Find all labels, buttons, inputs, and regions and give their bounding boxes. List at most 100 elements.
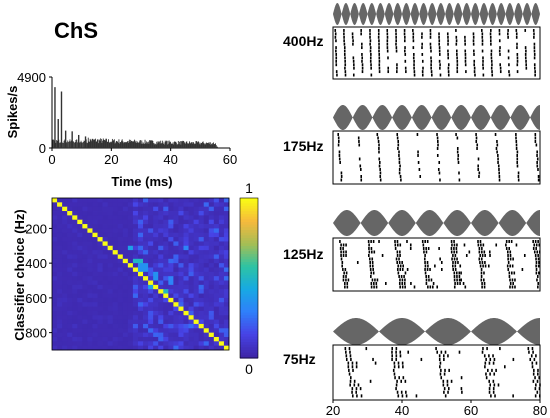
- matrix-cell: [127, 332, 134, 338]
- spike: [516, 42, 518, 46]
- matrix-cell: [163, 263, 169, 268]
- matrix-cell: [97, 332, 103, 338]
- spike: [459, 282, 461, 285]
- matrix-cell: [178, 267, 184, 273]
- spike: [498, 178, 501, 182]
- matrix-cell: [57, 284, 63, 290]
- matrix-cell: [203, 271, 210, 277]
- matrix-cell: [193, 302, 200, 307]
- matrix-cell: [82, 280, 88, 286]
- spike: [424, 254, 426, 257]
- matrix-cell: [107, 237, 114, 242]
- matrix-cell: [107, 219, 114, 225]
- raster-label: 75Hz: [283, 351, 316, 367]
- matrix-cell: [117, 289, 124, 294]
- colorbar-step: [240, 208, 258, 212]
- spike: [516, 56, 519, 60]
- spike: [517, 175, 520, 178]
- colorbar-step: [240, 275, 258, 279]
- matrix-cell: [57, 215, 63, 221]
- matrix-cell: [158, 345, 164, 351]
- matrix-cell: [173, 271, 179, 277]
- matrix-cell: [198, 228, 205, 234]
- matrix-cell: [92, 293, 98, 299]
- spike: [516, 150, 519, 154]
- matrix-cell: [168, 332, 174, 338]
- matrix-cell: [168, 302, 174, 307]
- matrix-cell: [62, 228, 68, 234]
- matrix-cell: [62, 332, 68, 338]
- matrix-cell: [158, 280, 164, 286]
- spike: [458, 278, 461, 282]
- spike: [378, 66, 381, 70]
- matrix-cell: [117, 224, 124, 229]
- matrix-cell: [92, 276, 98, 281]
- matrix-cell: [132, 302, 139, 307]
- matrix-cell: [87, 211, 93, 216]
- matrix-cell: [92, 310, 98, 316]
- matrix-cell: [92, 232, 98, 238]
- matrix-cell: [112, 284, 119, 290]
- matrix-cell: [213, 276, 220, 281]
- spike: [367, 254, 370, 257]
- spike: [412, 29, 414, 32]
- matrix-cell: [117, 228, 124, 234]
- matrix-cell: [213, 219, 220, 225]
- matrix-cell: [153, 293, 159, 299]
- matrix-cell: [117, 323, 124, 329]
- matrix-cell: [188, 232, 194, 238]
- matrix-cell: [163, 289, 169, 294]
- matrix-cell: [198, 289, 205, 294]
- spike: [370, 285, 373, 289]
- matrix-cell: [122, 228, 129, 234]
- spike: [457, 161, 460, 164]
- spike: [534, 66, 536, 70]
- matrix-cell: [193, 258, 200, 264]
- matrix-cell: [218, 336, 225, 342]
- matrix-cell: [72, 250, 78, 255]
- spike: [492, 390, 495, 394]
- spike: [342, 247, 344, 250]
- matrix-cell: [223, 306, 230, 312]
- matrix-cell: [193, 310, 200, 316]
- spike: [438, 247, 440, 250]
- matrix-cell: [183, 198, 189, 203]
- matrix-cell: [77, 250, 83, 255]
- matrix-cell: [137, 297, 144, 303]
- spike: [421, 59, 424, 63]
- spike: [521, 268, 524, 271]
- spike: [399, 264, 402, 268]
- matrix-cell: [193, 297, 200, 303]
- matrix-cell: [203, 228, 210, 234]
- matrix-cell: [87, 319, 93, 325]
- matrix-cell: [218, 228, 225, 234]
- matrix-cell: [203, 310, 210, 316]
- spike: [454, 254, 457, 257]
- matrix-cell: [198, 250, 205, 255]
- matrix-cell: [163, 341, 169, 347]
- matrix-cell: [52, 211, 58, 216]
- spike: [401, 394, 404, 398]
- spike: [396, 133, 399, 136]
- matrix-cell: [92, 258, 98, 264]
- spike: [344, 63, 347, 67]
- matrix-cell: [173, 263, 179, 268]
- matrix-cell: [163, 215, 169, 221]
- spike: [524, 56, 527, 60]
- matrix-cell: [178, 215, 184, 221]
- spike: [537, 240, 539, 243]
- spike: [509, 250, 512, 254]
- matrix-cell: [112, 280, 119, 286]
- spike: [473, 59, 476, 63]
- matrix-cell: [57, 219, 63, 225]
- spike: [517, 178, 520, 182]
- matrix-cell: [203, 241, 210, 247]
- matrix-cell: [143, 211, 149, 216]
- matrix-cell: [82, 332, 88, 338]
- spike: [481, 282, 483, 285]
- matrix-cell: [178, 263, 184, 268]
- spike: [352, 73, 355, 77]
- matrix-cell: [158, 319, 164, 325]
- spike: [429, 285, 432, 289]
- matrix-cell: [198, 202, 205, 208]
